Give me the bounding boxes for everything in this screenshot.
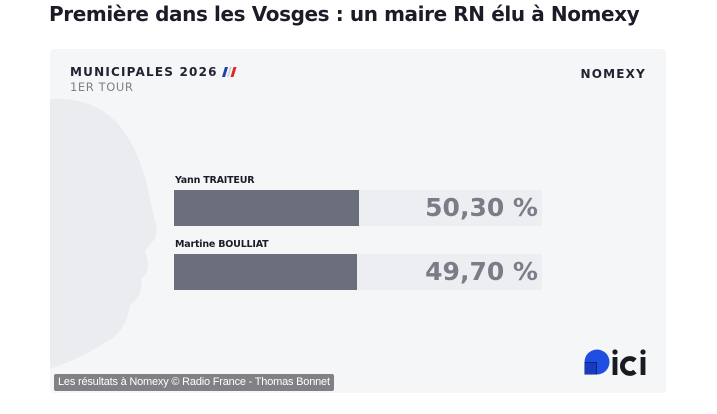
candidate-name: Yann TRAITEUR xyxy=(175,175,255,186)
percent-label: 50,30 % xyxy=(425,193,538,222)
round-label: 1ER TOUR xyxy=(70,80,134,94)
page-title: Première dans les Vosges : un maire RN é… xyxy=(49,2,640,26)
marianne-silhouette xyxy=(50,98,157,369)
results-card: MUNICIPALES 2026 1ER TOUR NOMEXY Yann TR… xyxy=(50,49,666,393)
percent-label: 49,70 % xyxy=(425,257,538,286)
bar-track: 49,70 % xyxy=(174,254,542,290)
results-chart: Yann TRAITEUR 50,30 % Martine BOULLIAT 4… xyxy=(174,175,542,303)
bar-track: 50,30 % xyxy=(174,190,542,226)
candidate-name: Martine BOULLIAT xyxy=(175,239,269,250)
candidate-row: Yann TRAITEUR 50,30 % xyxy=(174,175,542,239)
bar-fill xyxy=(174,190,360,226)
bar-fill xyxy=(174,254,357,290)
photo-caption: Les résultats à Nomexy © Radio France - … xyxy=(54,374,334,391)
french-flag-icon xyxy=(222,67,237,77)
election-title: MUNICIPALES 2026 xyxy=(70,65,218,79)
candidate-row: Martine BOULLIAT 49,70 % xyxy=(174,239,542,303)
ici-logo-icon xyxy=(584,349,646,376)
commune-name: NOMEXY xyxy=(580,67,646,81)
